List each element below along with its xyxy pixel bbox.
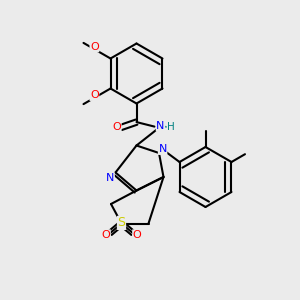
- Text: N: N: [158, 144, 167, 154]
- Text: O: O: [101, 230, 110, 240]
- Text: N: N: [156, 121, 165, 131]
- Text: O: O: [90, 90, 99, 100]
- Text: O: O: [112, 122, 121, 133]
- Text: O: O: [90, 42, 99, 52]
- Text: O: O: [133, 230, 142, 240]
- Text: H: H: [167, 122, 175, 132]
- Text: N: N: [106, 173, 114, 183]
- Text: S: S: [118, 216, 125, 230]
